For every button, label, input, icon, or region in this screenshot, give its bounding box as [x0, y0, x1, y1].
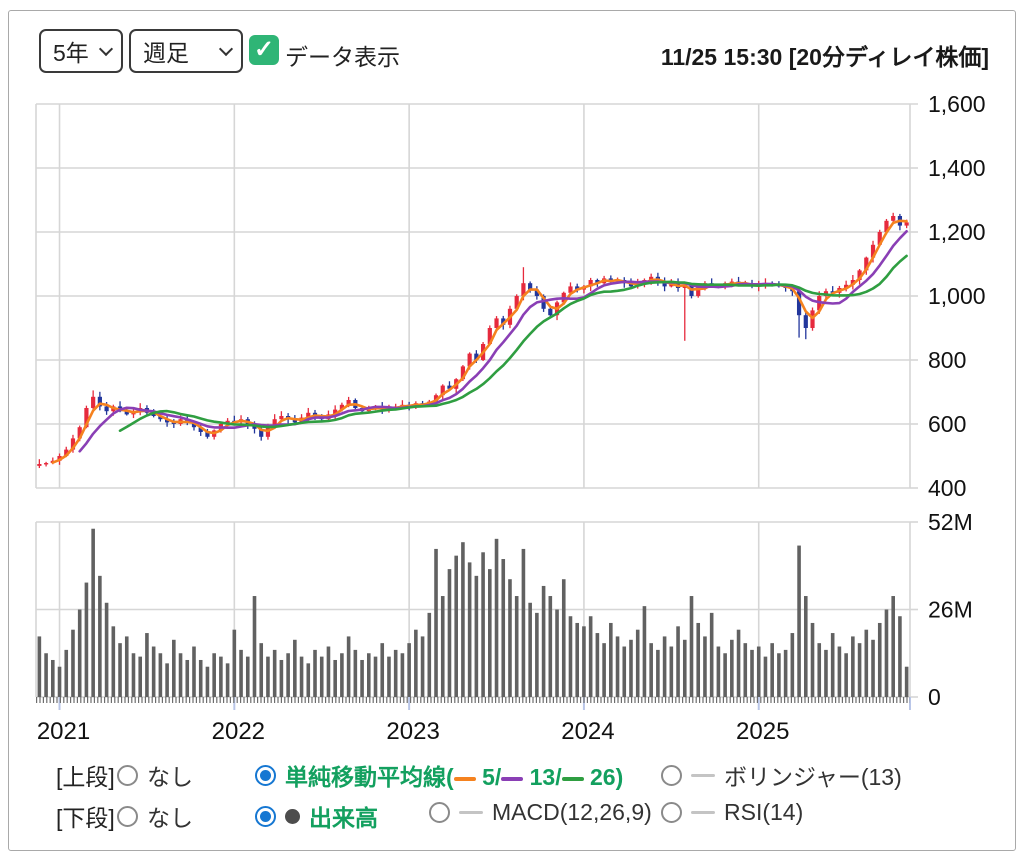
- svg-text:1,000: 1,000: [928, 283, 986, 309]
- bollinger-line-swatch: [691, 773, 715, 777]
- lower-none-option[interactable]: なし: [117, 799, 193, 833]
- upper-bollinger-option[interactable]: ボリンジャー(13): [661, 758, 902, 792]
- upper-none-option[interactable]: なし: [117, 758, 193, 792]
- interval-select[interactable]: 週足: [129, 29, 243, 73]
- period-select[interactable]: 5年: [39, 29, 123, 73]
- sma26-line-swatch: [561, 776, 584, 781]
- radio-selected-icon[interactable]: [255, 764, 276, 786]
- svg-text:52M: 52M: [928, 509, 973, 535]
- radio-unselected-icon[interactable]: [429, 802, 450, 823]
- radio-selected-icon[interactable]: [255, 805, 276, 827]
- period-select-value: 5年: [53, 40, 89, 66]
- chart-panel: 5年 週足 ✓ データ表示 11/25 15:30 [20分ディレイ株価] 1,…: [8, 10, 1016, 851]
- candlestick-volume-chart: 1,600 1,400 1,200 1,000 800 600 400 52M 26M 0 2021…: [35, 91, 986, 745]
- interval-select-value: 週足: [143, 40, 189, 66]
- upper-indicator-row: [上段] なし 単純移動平均線( 5/ 13/ 26) ボリンジャー(13): [9, 758, 1015, 798]
- data-display-checkbox[interactable]: ✓: [249, 35, 279, 65]
- sma5-line-swatch: [453, 776, 476, 781]
- svg-text:400: 400: [928, 475, 966, 501]
- quote-timestamp: 11/25 15:30 [20分ディレイ株価]: [660, 44, 989, 70]
- lower-section-label: [下段]: [56, 805, 115, 831]
- radio-unselected-icon[interactable]: [117, 764, 138, 786]
- upper-section-label: [上段]: [56, 764, 115, 790]
- lower-macd-option[interactable]: MACD(12,26,9): [429, 799, 652, 826]
- svg-text:1,400: 1,400: [928, 155, 986, 181]
- checkmark-icon: ✓: [253, 36, 275, 63]
- data-display-label: データ表示: [285, 44, 400, 70]
- svg-text:2022: 2022: [212, 718, 265, 745]
- svg-text:1,600: 1,600: [928, 91, 986, 117]
- svg-text:26M: 26M: [928, 597, 973, 623]
- radio-unselected-icon[interactable]: [661, 802, 682, 823]
- chevron-down-icon: [218, 41, 234, 56]
- radio-unselected-icon[interactable]: [117, 805, 138, 827]
- sma13-line-swatch: [501, 776, 524, 781]
- lower-volume-option[interactable]: 出来高: [255, 799, 378, 833]
- svg-text:2025: 2025: [736, 718, 789, 745]
- stock-chart: 1,600 1,400 1,200 1,000 800 600 400 52M 26M 0 2021…: [24, 86, 1014, 754]
- chevron-down-icon: [98, 41, 114, 56]
- svg-text:2024: 2024: [561, 718, 614, 745]
- svg-text:2021: 2021: [37, 718, 90, 745]
- upper-sma-option[interactable]: 単純移動平均線( 5/ 13/ 26): [255, 758, 623, 792]
- sma-label: 単純移動平均線( 5/ 13/ 26): [285, 764, 624, 790]
- lower-rsi-option[interactable]: RSI(14): [661, 799, 803, 826]
- svg-text:1,200: 1,200: [928, 219, 986, 245]
- svg-text:2023: 2023: [386, 718, 439, 745]
- radio-unselected-icon[interactable]: [661, 764, 682, 786]
- svg-text:800: 800: [928, 347, 966, 373]
- macd-line-swatch: [459, 811, 483, 814]
- svg-text:600: 600: [928, 411, 966, 437]
- volume-dot-swatch: [285, 808, 300, 824]
- lower-indicator-row: [下段] なし 出来高 MACD(12,26,9) RSI(14): [9, 799, 1015, 839]
- svg-text:0: 0: [928, 684, 941, 710]
- rsi-line-swatch: [691, 811, 715, 814]
